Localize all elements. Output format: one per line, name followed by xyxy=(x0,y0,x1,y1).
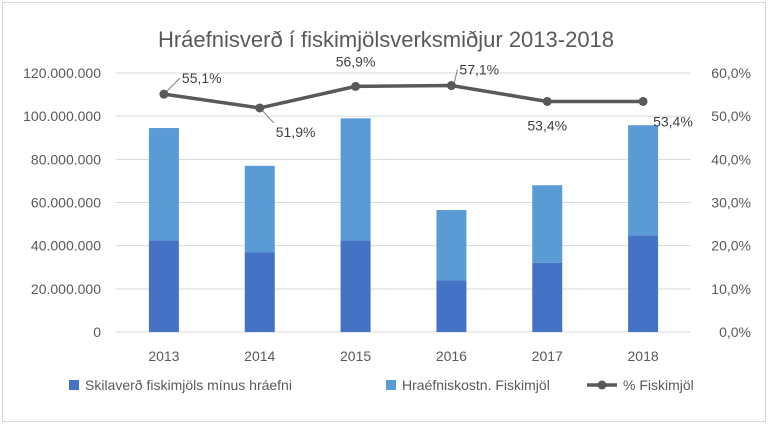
bar-segment-hraefniskostn xyxy=(340,118,371,241)
line-series-fiskimjol xyxy=(163,83,644,110)
data-label-leader xyxy=(262,110,275,124)
x-tick-label: 2018 xyxy=(628,348,659,364)
legend-label-fiskimjol: % Fiskimjöl xyxy=(623,377,694,393)
bar-segment-hraefniskostn xyxy=(628,125,659,236)
bar-segment-skilaverd xyxy=(244,252,275,332)
line-data-label: 56,9% xyxy=(336,53,376,69)
y-right-tick-label: 20,0% xyxy=(711,238,751,254)
line-data-label: 53,4% xyxy=(527,117,567,133)
line-point xyxy=(446,81,456,91)
y-right-tick-label: 40,0% xyxy=(711,151,751,167)
bar-segment-skilaverd xyxy=(628,235,659,332)
x-tick-label: 2016 xyxy=(436,348,467,364)
gridlines xyxy=(116,72,691,333)
bar-segment-skilaverd xyxy=(436,280,467,332)
line-point xyxy=(159,89,169,99)
x-tick-label: 2015 xyxy=(340,348,371,364)
y-right-tick-label: 50,0% xyxy=(711,108,751,124)
bar-segment-hraefniskostn xyxy=(148,128,179,241)
line-group: 55,1% 51,9% 56,9% 57,1% 53,4% 53,4% xyxy=(159,53,693,140)
line-data-label: 55,1% xyxy=(182,70,222,86)
y-left-tick-label: 80.000.000 xyxy=(31,151,101,167)
legend-label-skilaverd: Skilaverð fiskimjöls mínus hráefni xyxy=(85,377,292,393)
y-left-tick-label: 120.000.000 xyxy=(23,65,101,81)
bar-segment-skilaverd xyxy=(532,262,563,332)
bar-segment-skilaverd xyxy=(340,240,371,332)
y-right-tick-label: 60,0% xyxy=(711,65,751,81)
chart-frame: Hráefnisverð í fiskimjölsverksmiðjur 201… xyxy=(2,2,766,422)
y-left-tick-label: 60.000.000 xyxy=(31,195,101,211)
line-point xyxy=(638,96,648,106)
x-tick-label: 2013 xyxy=(148,348,179,364)
line-data-label: 57,1% xyxy=(459,62,499,78)
line-point xyxy=(351,81,361,91)
y-left-tick-label: 20.000.000 xyxy=(31,281,101,297)
chart-title: Hráefnisverð í fiskimjölsverksmiðjur 201… xyxy=(158,27,614,52)
chart-svg: Hráefnisverð í fiskimjölsverksmiðjur 201… xyxy=(23,27,751,393)
x-tick-label: 2017 xyxy=(532,348,563,364)
data-label-leader xyxy=(166,77,181,92)
line-data-label: 51,9% xyxy=(276,124,316,140)
line-point xyxy=(542,96,552,106)
bar-group xyxy=(148,118,659,332)
legend-label-hraefniskostn: Hraéfniskostn. Fiskimjöl xyxy=(402,377,550,393)
y-right-tick-label: 10,0% xyxy=(711,281,751,297)
y-left-tick-label: 100.000.000 xyxy=(23,108,101,124)
y-right-tick-label: 0,0% xyxy=(719,324,751,340)
line-data-label: 53,4% xyxy=(653,113,693,129)
legend-swatch-skilaverd xyxy=(69,380,79,390)
legend: Skilaverð fiskimjöls mínus hráefni Hraéfn… xyxy=(69,377,694,393)
bar-segment-hraefniskostn xyxy=(244,165,275,253)
bar-segment-skilaverd xyxy=(148,240,179,332)
y-right-tick-label: 30,0% xyxy=(711,195,751,211)
legend-swatch-marker xyxy=(597,380,607,390)
line-point xyxy=(255,103,265,113)
y-left-tick-label: 40.000.000 xyxy=(31,238,101,254)
bar-segment-hraefniskostn xyxy=(436,210,467,281)
y-left-tick-label: 0 xyxy=(93,324,101,340)
legend-swatch-hraefniskostn xyxy=(386,380,396,390)
axes-group: 0 20.000.000 40.000.000 60.000.000 80.000.00… xyxy=(23,65,751,364)
x-tick-label: 2014 xyxy=(244,348,275,364)
data-label-leader xyxy=(453,69,458,83)
bar-segment-hraefniskostn xyxy=(532,185,563,263)
